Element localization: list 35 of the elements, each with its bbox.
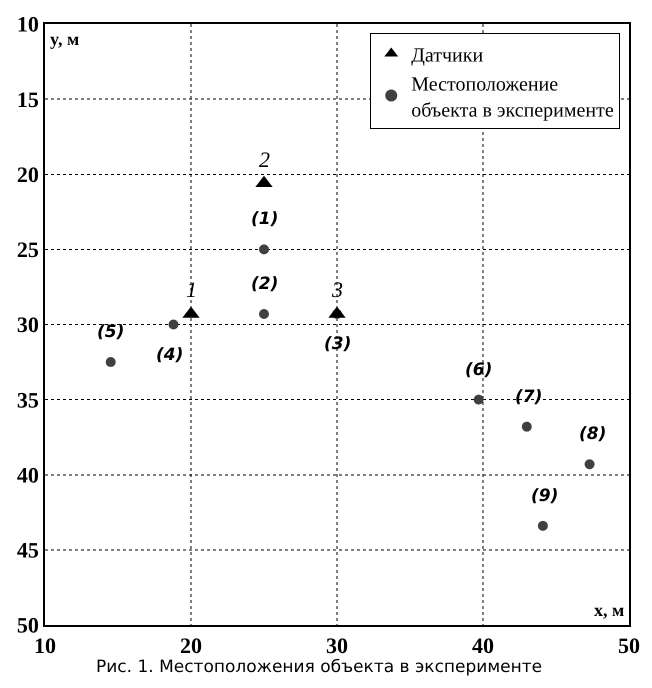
point (584, 459, 595, 470)
point (106, 357, 116, 368)
point (538, 520, 548, 531)
annotation: (2) (251, 274, 278, 294)
y-tick-label: 20 (16, 162, 39, 187)
point (259, 308, 269, 319)
annotation: (6) (465, 360, 492, 380)
x-axis-title: x, м (594, 600, 624, 620)
y-tick-label: 10 (16, 12, 39, 37)
annotation: (8) (579, 424, 606, 444)
y-tick-label: 35 (16, 387, 39, 412)
annotation: (3) (324, 334, 352, 354)
point (168, 320, 178, 330)
x-tick-label: 50 (618, 633, 640, 658)
y-tick-label: 40 (16, 462, 39, 488)
x-tick-label: 20 (180, 633, 202, 658)
point (474, 394, 484, 405)
x-tick-label: 40 (472, 633, 494, 658)
y-tick-label: 15 (16, 86, 39, 112)
point (259, 244, 269, 254)
y-tick-label: 45 (16, 538, 39, 563)
annotation: (9) (531, 486, 558, 506)
annotation: (7) (515, 387, 542, 407)
legend-label: Местоположение объекта в эксперименте (411, 73, 614, 122)
annotation: (4) (156, 345, 184, 365)
point (522, 422, 532, 432)
y-tick-label: 25 (16, 237, 39, 262)
text: Рис. 1. Местоположения объекта в эксперименте (96, 657, 542, 677)
y-tick-label: 30 (16, 312, 39, 338)
y-axis-title: y, м (50, 29, 80, 49)
annotation: (1) (251, 209, 278, 229)
annotation: (5) (97, 322, 124, 342)
x-tick-label: 30 (326, 633, 348, 658)
annotation: 2 (259, 147, 270, 172)
legend-label: Датчики (411, 44, 484, 66)
